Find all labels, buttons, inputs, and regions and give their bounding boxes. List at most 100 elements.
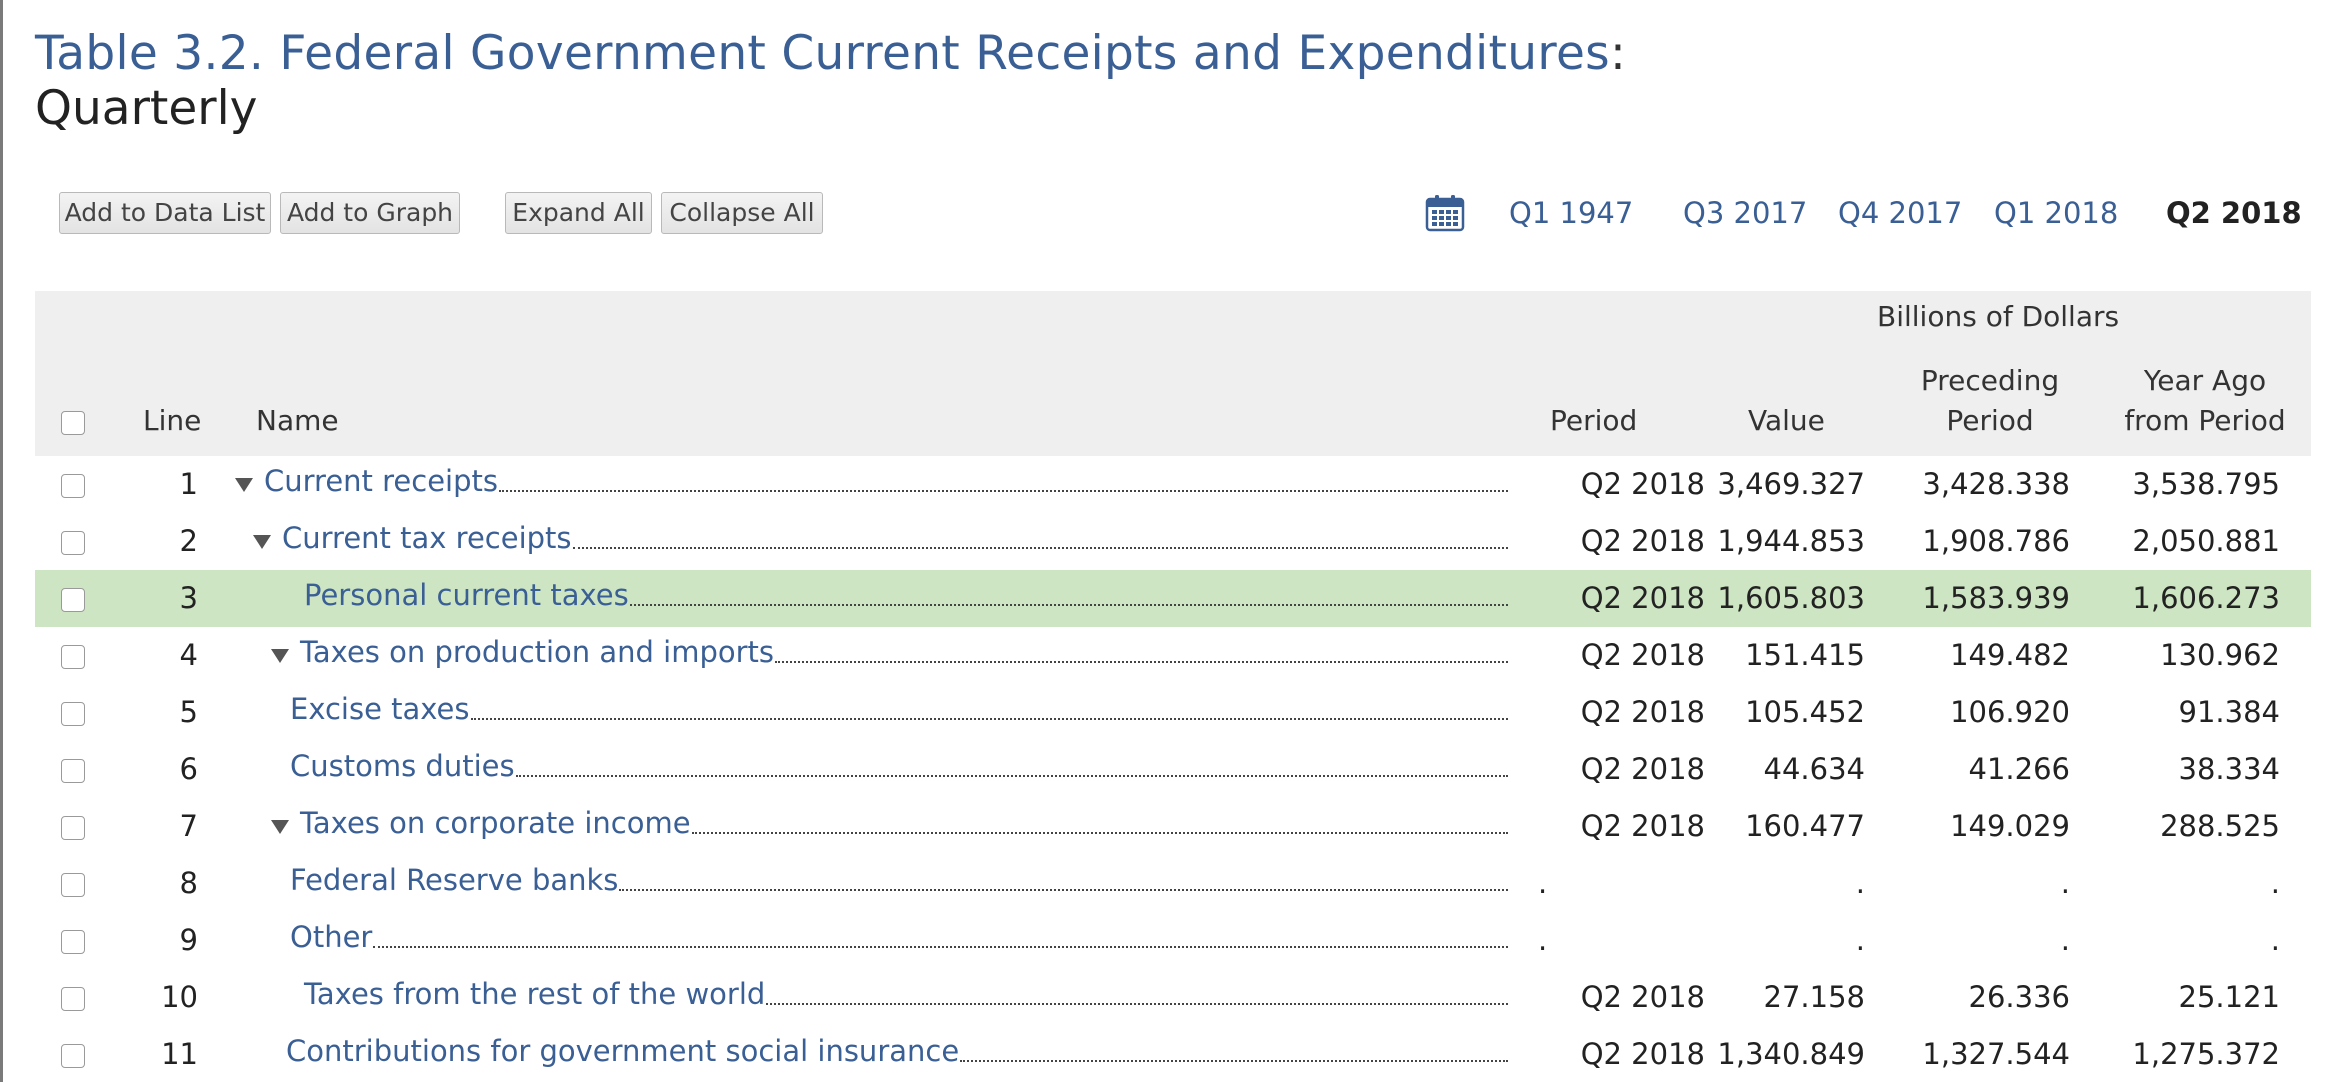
row-line-number: 9 [179, 923, 198, 957]
row-value: 151.415 [1745, 638, 1865, 672]
row-value: . [1855, 866, 1865, 900]
row-name-link[interactable]: Current receipts [264, 463, 498, 498]
row-name-link[interactable]: Contributions for government social insu… [286, 1033, 960, 1068]
row-checkbox[interactable] [61, 531, 85, 555]
col-header-line: Line [143, 404, 202, 437]
row-name-cell: Personal current taxes [304, 570, 1508, 627]
col-header-year-ago-line2: from Period [2124, 404, 2286, 437]
dotted-leader [629, 603, 1508, 606]
row-checkbox[interactable] [61, 759, 85, 783]
page-title: Table 3.2. Federal Government Current Re… [35, 26, 1626, 136]
row-name-link[interactable]: Customs duties [290, 748, 515, 783]
row-line-number: 3 [179, 581, 198, 615]
row-year-ago: 2,050.881 [2132, 524, 2280, 558]
row-checkbox[interactable] [61, 645, 85, 669]
add-to-graph-button[interactable]: Add to Graph [280, 192, 460, 234]
row-value: 3,469.327 [1717, 467, 1865, 501]
triangle-down-icon[interactable] [271, 819, 289, 834]
expand-all-button[interactable]: Expand All [505, 192, 652, 234]
col-header-year-ago: Year Ago from Period [2110, 361, 2300, 441]
row-name-link[interactable]: Personal current taxes [304, 577, 629, 612]
row-year-ago: 288.525 [2160, 809, 2280, 843]
row-line-number: 1 [179, 467, 198, 501]
row-name-link[interactable]: Federal Reserve banks [290, 862, 619, 897]
row-period: Q2 2018 [1580, 1037, 1705, 1071]
row-checkbox[interactable] [61, 873, 85, 897]
add-to-data-list-button[interactable]: Add to Data List [59, 192, 271, 234]
row-name-link[interactable]: Taxes on corporate income [300, 805, 691, 840]
row-name-cell: Taxes from the rest of the world [304, 969, 1508, 1026]
row-period: Q2 2018 [1580, 695, 1705, 729]
row-value: 44.634 [1763, 752, 1865, 786]
row-checkbox[interactable] [61, 987, 85, 1011]
period-link-q1-1947[interactable]: Q1 1947 [1509, 196, 1634, 230]
row-period: . [1538, 923, 1548, 957]
row-line-number: 11 [161, 1037, 198, 1071]
table-row: 10 Taxes from the rest of the world Q2 201… [35, 969, 2311, 1026]
triangle-down-icon[interactable] [235, 477, 253, 492]
row-year-ago: 3,538.795 [2132, 467, 2280, 501]
calendar-icon[interactable] [1425, 194, 1465, 232]
table-row: 3 Personal current taxes Q2 2018 1,605.803 1… [35, 570, 2311, 627]
row-checkbox[interactable] [61, 930, 85, 954]
table-row: 2 Current tax receipts Q2 2018 1,944.853 1,9… [35, 513, 2311, 570]
triangle-down-icon[interactable] [271, 648, 289, 663]
row-line-number: 6 [179, 752, 198, 786]
col-header-preceding-line2: Period [1946, 404, 2034, 437]
dotted-leader [775, 660, 1508, 663]
row-preceding-period: 1,908.786 [1922, 524, 2070, 558]
row-name-link[interactable]: Excise taxes [290, 691, 470, 726]
page-subtitle: Quarterly [35, 81, 258, 136]
row-line-number: 10 [161, 980, 198, 1014]
row-name-link[interactable]: Taxes from the rest of the world [304, 976, 766, 1011]
row-year-ago: 91.384 [2178, 695, 2280, 729]
row-year-ago: 1,275.372 [2132, 1037, 2280, 1071]
row-preceding-period: . [2060, 923, 2070, 957]
row-line-number: 2 [179, 524, 198, 558]
row-name-link[interactable]: Current tax receipts [282, 520, 572, 555]
dotted-leader [499, 489, 1508, 492]
row-year-ago: . [2270, 923, 2280, 957]
period-link-q2-2018-active: Q2 2018 [2166, 196, 2302, 230]
row-checkbox[interactable] [61, 702, 85, 726]
period-link-q4-2017[interactable]: Q4 2017 [1838, 196, 1963, 230]
row-line-number: 5 [179, 695, 198, 729]
window-left-border [0, 0, 3, 1082]
row-preceding-period: 149.482 [1950, 638, 2070, 672]
dotted-leader [572, 546, 1508, 549]
row-name-link[interactable]: Taxes on production and imports [300, 634, 775, 669]
row-period: Q2 2018 [1580, 581, 1705, 615]
table-header [35, 291, 2311, 456]
row-value: 1,605.803 [1717, 581, 1865, 615]
dotted-leader [691, 831, 1508, 834]
col-header-preceding-line1: Preceding [1920, 364, 2060, 397]
page-title-colon: : [1609, 26, 1627, 81]
row-checkbox[interactable] [61, 816, 85, 840]
row-preceding-period: 26.336 [1968, 980, 2070, 1014]
row-name-cell: Customs duties [290, 741, 1508, 798]
row-period: Q2 2018 [1580, 752, 1705, 786]
page-title-main: Table 3.2. Federal Government Current Re… [35, 26, 1626, 82]
row-checkbox[interactable] [61, 588, 85, 612]
page-title-text: Table 3.2. Federal Government Current Re… [35, 26, 1610, 81]
row-checkbox[interactable] [61, 474, 85, 498]
row-period: . [1538, 866, 1548, 900]
row-year-ago: 38.334 [2178, 752, 2280, 786]
row-name-cell: Contributions for government social insu… [286, 1026, 1508, 1083]
col-header-name: Name [256, 404, 339, 437]
col-header-value: Value [1748, 404, 1825, 437]
row-name-cell: Current tax receipts [253, 513, 1508, 570]
row-value: 160.477 [1745, 809, 1865, 843]
row-checkbox[interactable] [61, 1044, 85, 1068]
row-period: Q2 2018 [1580, 467, 1705, 501]
triangle-down-icon[interactable] [253, 534, 271, 549]
collapse-all-button[interactable]: Collapse All [661, 192, 823, 234]
row-name-link[interactable]: Other [290, 919, 373, 954]
row-period: Q2 2018 [1580, 809, 1705, 843]
select-all-checkbox[interactable] [61, 411, 85, 435]
table-row: 6 Customs duties Q2 2018 44.634 41.266 38.334 [35, 741, 2311, 798]
period-link-q3-2017[interactable]: Q3 2017 [1683, 196, 1808, 230]
row-line-number: 4 [179, 638, 198, 672]
period-link-q1-2018[interactable]: Q1 2018 [1994, 196, 2119, 230]
row-period: Q2 2018 [1580, 638, 1705, 672]
